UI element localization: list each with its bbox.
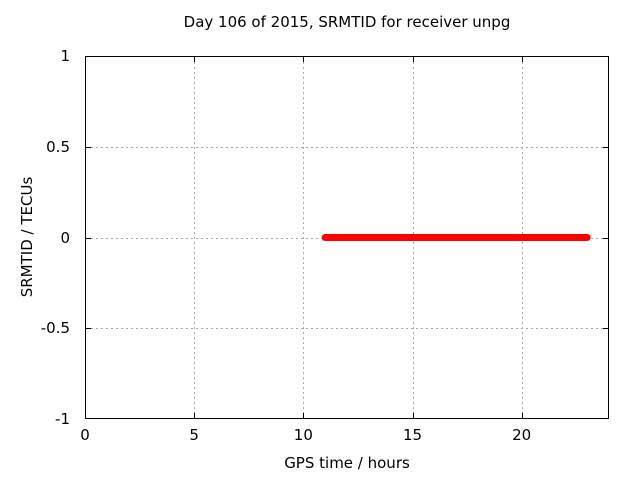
y-tick-label: -0.5 [40,319,70,338]
y-tick-label: 1 [60,47,70,65]
x-tick-label: 5 [189,426,199,444]
chart-title: Day 106 of 2015, SRMTID for receiver unp… [183,13,511,31]
plot-border [85,56,609,419]
plot-area [85,56,609,419]
y-tick-label: 0.5 [46,137,70,156]
y-tick-label: 0 [60,228,70,247]
y-tick-label: -1 [55,410,70,428]
x-tick-label: 15 [402,426,423,444]
x-tick-label: 10 [293,426,313,444]
x-axis-title: GPS time / hours [284,454,410,472]
x-tick-label: 20 [512,426,532,444]
x-tick-label: 0 [80,426,90,444]
